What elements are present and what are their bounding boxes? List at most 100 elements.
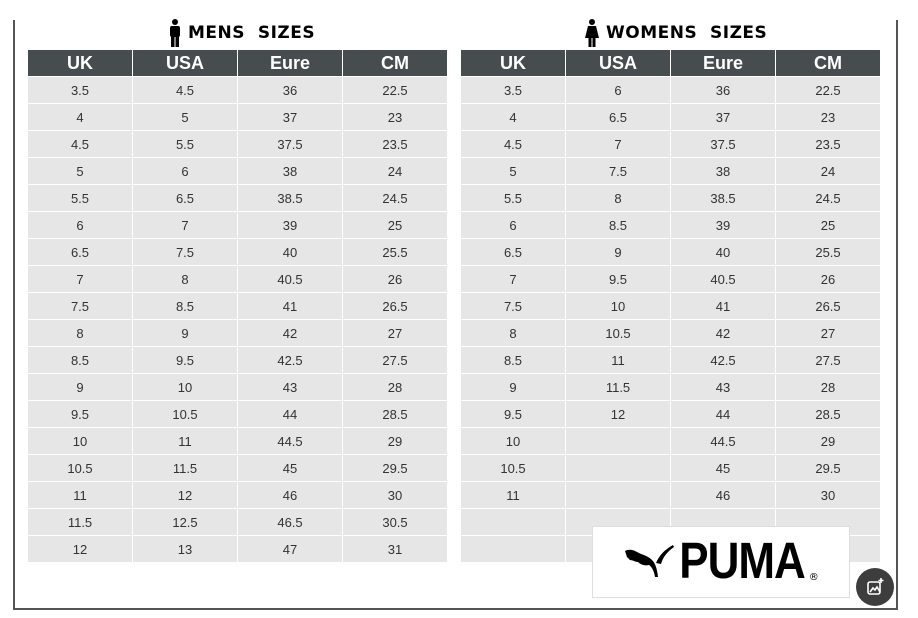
- mens-title: MENS SIZES: [168, 18, 315, 48]
- table-cell: 30: [343, 482, 447, 508]
- table-cell: 40: [671, 239, 775, 265]
- table-cell: 8: [461, 320, 565, 346]
- table-cell: 6: [133, 158, 237, 184]
- womens-title: WOMENS SIZES: [584, 18, 767, 48]
- table-cell: 4: [461, 104, 565, 130]
- table-cell: 10.5: [133, 401, 237, 427]
- table-cell: 46: [671, 482, 775, 508]
- table-cell: 8.5: [133, 293, 237, 319]
- table-cell: 6.5: [461, 239, 565, 265]
- table-cell: [566, 428, 670, 454]
- table-cell: 8.5: [566, 212, 670, 238]
- table-row: 3.5 4.5 36 22.5: [28, 76, 448, 103]
- table-cell: 39: [671, 212, 775, 238]
- table-cell: 42.5: [238, 347, 342, 373]
- table-cell: 36: [238, 77, 342, 103]
- table-cell: 5.5: [28, 185, 132, 211]
- table-cell: 30: [776, 482, 880, 508]
- table-cell: 10: [461, 428, 565, 454]
- table-cell: 25.5: [776, 239, 880, 265]
- table-cell: 12: [566, 401, 670, 427]
- column-header: Eure: [238, 50, 342, 76]
- table-cell: 7: [566, 131, 670, 157]
- table-cell: 28.5: [343, 401, 447, 427]
- table-cell: 7: [133, 212, 237, 238]
- mens-size-table: UK USA Eure CM 3.5 4.5 36 22.5 4 5 37 23 4.5 5.5 37.5 2…: [28, 50, 448, 562]
- table-cell: 9.5: [133, 347, 237, 373]
- table-cell: 8.5: [461, 347, 565, 373]
- table-row: 7.5 8.5 41 26.5: [28, 292, 448, 319]
- table-row: 6 8.5 39 25: [461, 211, 881, 238]
- table-cell: 24.5: [343, 185, 447, 211]
- table-cell: 3.5: [461, 77, 565, 103]
- table-cell: 27: [776, 320, 880, 346]
- table-cell: 10: [28, 428, 132, 454]
- table-cell: 11: [28, 482, 132, 508]
- table-cell: 11: [566, 347, 670, 373]
- table-cell: 7: [28, 266, 132, 292]
- table-row: 5 6 38 24: [28, 157, 448, 184]
- table-cell: 38.5: [671, 185, 775, 211]
- table-cell: 8: [133, 266, 237, 292]
- table-cell: 10.5: [461, 455, 565, 481]
- table-cell: 4.5: [28, 131, 132, 157]
- table-cell: 41: [238, 293, 342, 319]
- table-row: 4 6.5 37 23: [461, 103, 881, 130]
- table-cell: 25.5: [343, 239, 447, 265]
- table-row: 3.5 6 36 22.5: [461, 76, 881, 103]
- table-cell: 37.5: [671, 131, 775, 157]
- table-cell: 7: [461, 266, 565, 292]
- column-header: UK: [28, 50, 132, 76]
- table-cell: 44: [238, 401, 342, 427]
- table-cell: 9.5: [28, 401, 132, 427]
- table-cell: 11: [461, 482, 565, 508]
- table-cell: 42: [671, 320, 775, 346]
- table-cell: 37: [238, 104, 342, 130]
- chart-frame: [13, 20, 898, 610]
- table-cell: 29.5: [343, 455, 447, 481]
- table-cell: 28.5: [776, 401, 880, 427]
- table-cell: 43: [238, 374, 342, 400]
- table-row: 11.5 12.5 46.5 30.5: [28, 508, 448, 535]
- table-cell: 23: [776, 104, 880, 130]
- table-cell: 26: [776, 266, 880, 292]
- add-image-button[interactable]: [856, 568, 894, 606]
- table-cell: 27.5: [343, 347, 447, 373]
- table-cell: 6.5: [566, 104, 670, 130]
- table-cell: 26: [343, 266, 447, 292]
- table-cell: 3.5: [28, 77, 132, 103]
- table-cell: 25: [776, 212, 880, 238]
- table-cell: 12: [133, 482, 237, 508]
- table-cell: 28: [343, 374, 447, 400]
- table-cell: 6.5: [28, 239, 132, 265]
- table-cell: 37.5: [238, 131, 342, 157]
- table-cell: 23: [343, 104, 447, 130]
- table-cell: 4.5: [133, 77, 237, 103]
- table-cell: 38: [671, 158, 775, 184]
- table-row: 4.5 7 37.5 23.5: [461, 130, 881, 157]
- header-row: UK USA Eure CM: [28, 50, 448, 76]
- table-cell: [566, 482, 670, 508]
- table-row: 7 8 40.5 26: [28, 265, 448, 292]
- table-row: 5.5 8 38.5 24.5: [461, 184, 881, 211]
- column-header: UK: [461, 50, 565, 76]
- table-cell: 38.5: [238, 185, 342, 211]
- table-row: 6.5 9 40 25.5: [461, 238, 881, 265]
- table-cell: 29: [343, 428, 447, 454]
- table-cell: 7.5: [133, 239, 237, 265]
- table-cell: 10.5: [28, 455, 132, 481]
- table-row: 4 5 37 23: [28, 103, 448, 130]
- table-cell: 6: [461, 212, 565, 238]
- table-cell: 24: [343, 158, 447, 184]
- table-cell: 42: [238, 320, 342, 346]
- table-cell: 9: [28, 374, 132, 400]
- table-cell: 44: [671, 401, 775, 427]
- table-cell: [566, 455, 670, 481]
- table-cell: 4: [28, 104, 132, 130]
- column-header: USA: [566, 50, 670, 76]
- table-cell: 7.5: [566, 158, 670, 184]
- table-cell: [461, 536, 565, 562]
- table-cell: 40.5: [238, 266, 342, 292]
- table-cell: 5: [28, 158, 132, 184]
- table-cell: 29.5: [776, 455, 880, 481]
